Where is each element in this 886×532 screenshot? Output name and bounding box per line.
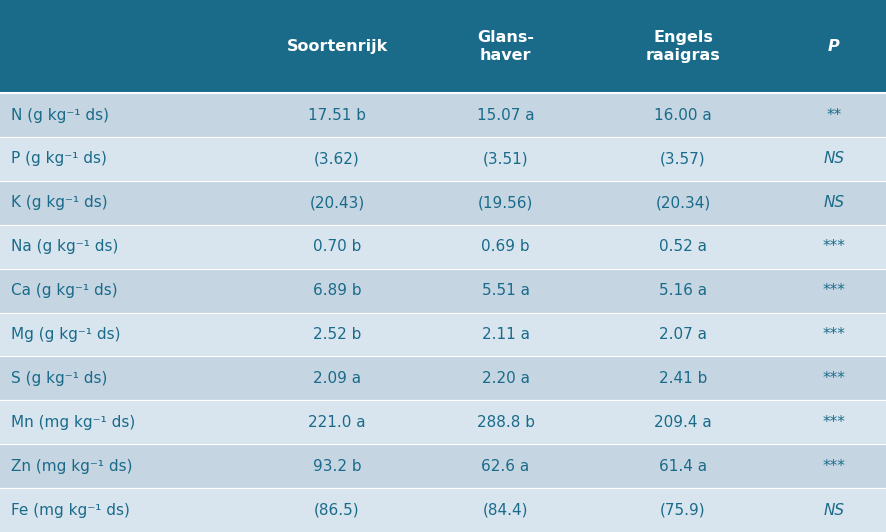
Text: 2.52 b: 2.52 b — [313, 327, 361, 342]
Text: (86.5): (86.5) — [314, 503, 360, 518]
Text: Glans-
haver: Glans- haver — [477, 30, 533, 63]
Text: (75.9): (75.9) — [659, 503, 705, 518]
Text: 2.09 a: 2.09 a — [313, 371, 361, 386]
Text: 2.20 a: 2.20 a — [481, 371, 529, 386]
Text: ***: *** — [821, 459, 844, 473]
Text: 5.16 a: 5.16 a — [658, 283, 706, 298]
Text: (3.51): (3.51) — [482, 152, 528, 167]
Text: (84.4): (84.4) — [482, 503, 528, 518]
Bar — [0, 488, 886, 532]
Bar — [0, 225, 886, 269]
Text: Engels
raaigras: Engels raaigras — [645, 30, 719, 63]
Text: (3.57): (3.57) — [659, 152, 705, 167]
Bar — [0, 137, 886, 181]
Text: P (g kg⁻¹ ds): P (g kg⁻¹ ds) — [11, 152, 106, 167]
Text: P: P — [827, 39, 839, 54]
Text: ***: *** — [821, 239, 844, 254]
Text: 2.41 b: 2.41 b — [658, 371, 706, 386]
Bar — [0, 93, 886, 137]
Text: (19.56): (19.56) — [478, 195, 532, 210]
Text: ***: *** — [821, 415, 844, 430]
Text: 0.70 b: 0.70 b — [313, 239, 361, 254]
Bar — [0, 269, 886, 313]
Text: NS: NS — [822, 152, 843, 167]
Text: (3.62): (3.62) — [314, 152, 360, 167]
Text: K (g kg⁻¹ ds): K (g kg⁻¹ ds) — [11, 195, 107, 210]
Text: 93.2 b: 93.2 b — [313, 459, 361, 473]
Bar — [0, 444, 886, 488]
Text: N (g kg⁻¹ ds): N (g kg⁻¹ ds) — [11, 107, 108, 122]
Text: Ca (g kg⁻¹ ds): Ca (g kg⁻¹ ds) — [11, 283, 117, 298]
Text: 2.11 a: 2.11 a — [481, 327, 529, 342]
Text: ***: *** — [821, 371, 844, 386]
Text: Na (g kg⁻¹ ds): Na (g kg⁻¹ ds) — [11, 239, 118, 254]
Text: NS: NS — [822, 195, 843, 210]
Text: Zn (mg kg⁻¹ ds): Zn (mg kg⁻¹ ds) — [11, 459, 132, 473]
Text: NS: NS — [822, 503, 843, 518]
Text: Soortenrijk: Soortenrijk — [286, 39, 387, 54]
Text: 16.00 a: 16.00 a — [653, 107, 711, 122]
Text: Fe (mg kg⁻¹ ds): Fe (mg kg⁻¹ ds) — [11, 503, 129, 518]
Text: 0.52 a: 0.52 a — [658, 239, 706, 254]
Text: 209.4 a: 209.4 a — [653, 415, 711, 430]
Text: 2.07 a: 2.07 a — [658, 327, 706, 342]
Text: **: ** — [825, 107, 841, 122]
Text: S (g kg⁻¹ ds): S (g kg⁻¹ ds) — [11, 371, 107, 386]
Text: Mn (mg kg⁻¹ ds): Mn (mg kg⁻¹ ds) — [11, 415, 135, 430]
Text: 221.0 a: 221.0 a — [308, 415, 365, 430]
Bar — [0, 0, 886, 93]
Bar — [0, 313, 886, 356]
Bar — [0, 356, 886, 400]
Bar — [0, 400, 886, 444]
Text: (20.34): (20.34) — [655, 195, 710, 210]
Text: 61.4 a: 61.4 a — [658, 459, 706, 473]
Text: 17.51 b: 17.51 b — [307, 107, 366, 122]
Text: ***: *** — [821, 283, 844, 298]
Text: ***: *** — [821, 327, 844, 342]
Text: 288.8 b: 288.8 b — [476, 415, 534, 430]
Text: 5.51 a: 5.51 a — [481, 283, 529, 298]
Bar — [0, 181, 886, 225]
Text: 6.89 b: 6.89 b — [313, 283, 361, 298]
Text: 0.69 b: 0.69 b — [481, 239, 529, 254]
Text: Mg (g kg⁻¹ ds): Mg (g kg⁻¹ ds) — [11, 327, 120, 342]
Text: 15.07 a: 15.07 a — [477, 107, 533, 122]
Text: (20.43): (20.43) — [309, 195, 364, 210]
Text: 62.6 a: 62.6 a — [481, 459, 529, 473]
